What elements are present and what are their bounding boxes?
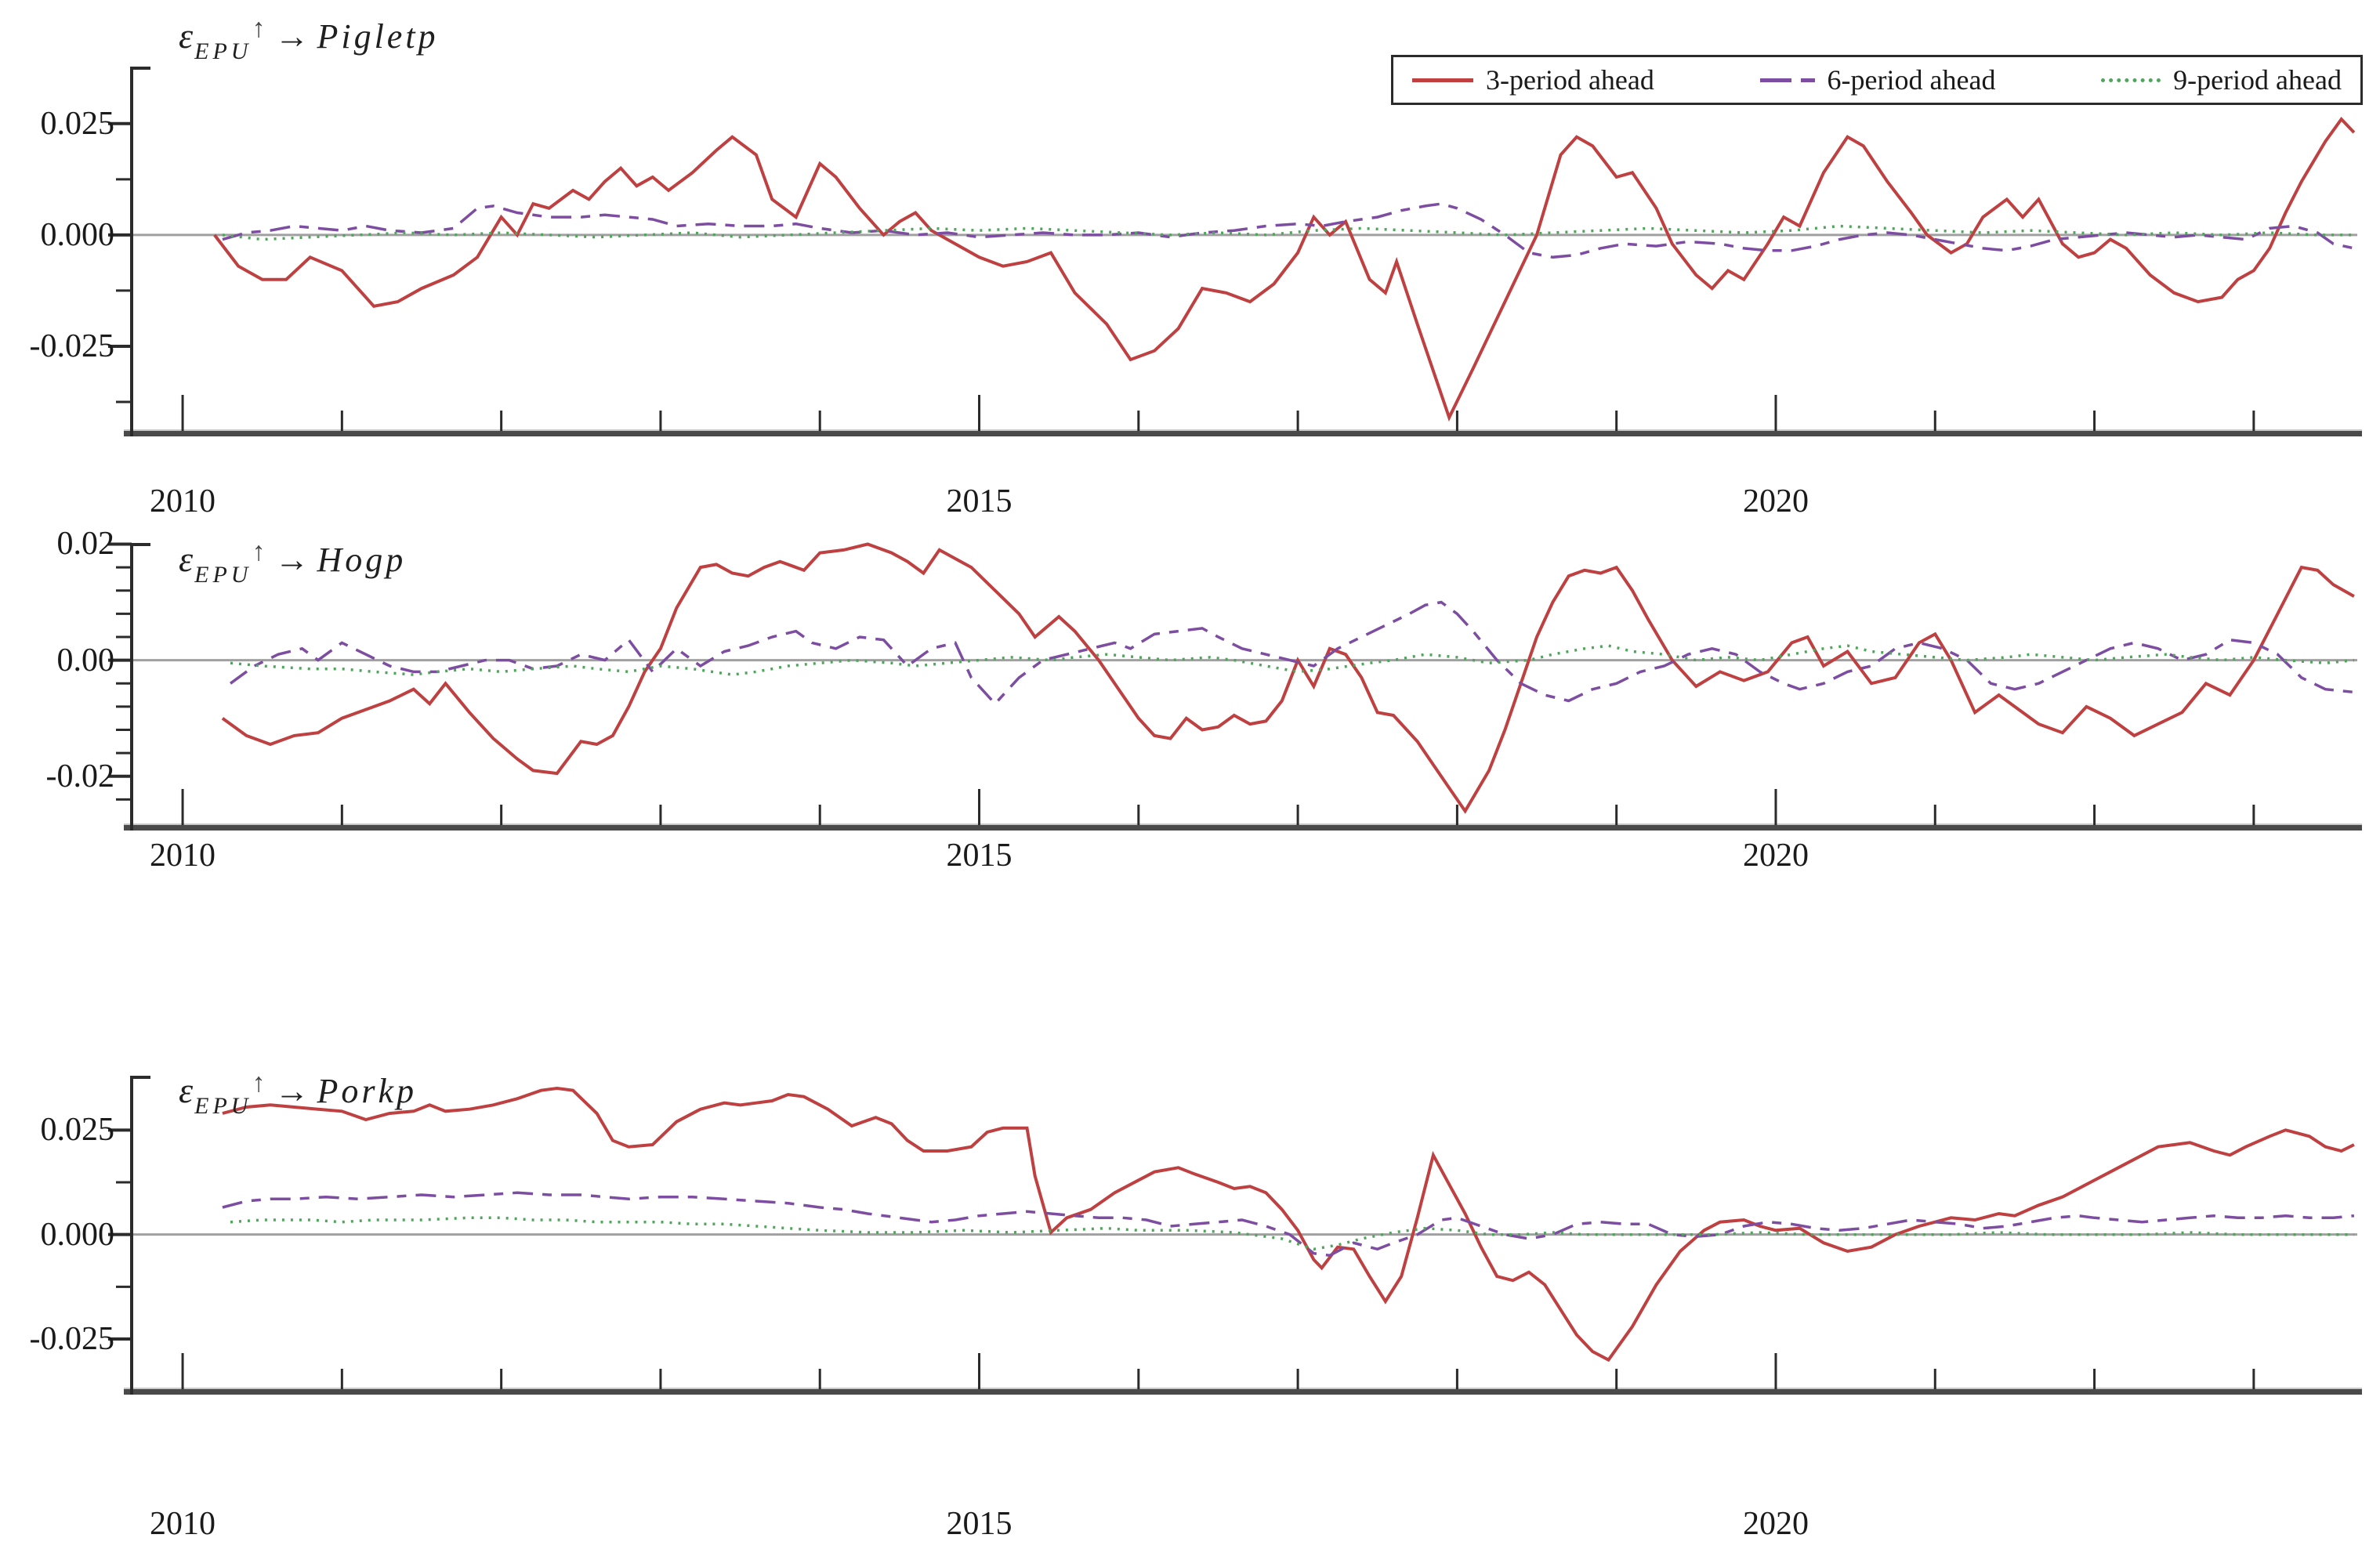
- up-arrow-icon: ↑: [252, 537, 267, 566]
- x-tick-label: 2015: [946, 1506, 1012, 1542]
- y-tick-label: 0.000: [40, 216, 115, 253]
- right-arrow-icon: →: [274, 1072, 311, 1110]
- y-tick-label: 0.025: [40, 105, 115, 142]
- y-tick-label: 0.02: [56, 526, 115, 563]
- y-tick-label: 0.000: [40, 1216, 115, 1253]
- dashed-line-swatch: [1759, 78, 1815, 82]
- epsilon-symbol: ε: [179, 16, 195, 56]
- y-tick-label: -0.025: [29, 1321, 115, 1357]
- series-line-6-period-ahead: [222, 1191, 2355, 1258]
- solid-line-swatch: [1412, 78, 1473, 82]
- legend-item-6-period: 6-period ahead: [1759, 63, 1996, 96]
- shock-subscript: EPU: [194, 1093, 252, 1119]
- y-axis-line: [130, 543, 133, 831]
- panel-title-hogp: εEPU↑ → Hogp: [179, 537, 406, 588]
- panel-title-porkp: εEPU↑ → Porkp: [179, 1069, 417, 1120]
- x-tick-label: 2020: [1742, 483, 1809, 519]
- series-line-9-period-ahead: [222, 224, 2354, 241]
- x-axis-edge: [124, 1388, 2362, 1389]
- y-tick-label: -0.02: [45, 758, 115, 794]
- x-axis-line: [124, 825, 2362, 831]
- shock-subscript: EPU: [194, 562, 252, 588]
- legend-item-9-period: 9-period ahead: [2101, 63, 2342, 96]
- x-axis-line: [124, 431, 2362, 436]
- y-axis-line: [130, 67, 133, 436]
- series-line-3-period-ahead: [221, 542, 2355, 814]
- x-tick-label: 2010: [150, 838, 216, 874]
- x-tick-label: 2010: [150, 1506, 216, 1542]
- y-tick-label: 0.00: [56, 642, 115, 679]
- series-line-6-period-ahead: [222, 202, 2355, 259]
- legend-item-3-period: 3-period ahead: [1412, 63, 1654, 96]
- up-arrow-icon: ↑: [252, 1069, 267, 1098]
- right-arrow-icon: →: [274, 541, 311, 579]
- legend: 3-period ahead 6-period ahead 9-period a…: [1391, 55, 2363, 105]
- y-tick-label: -0.025: [29, 328, 115, 364]
- legend-label: 3-period ahead: [1486, 64, 1654, 96]
- legend-label: 9-period ahead: [2173, 64, 2342, 96]
- x-tick-label: 2015: [946, 838, 1012, 874]
- panel-title-pigletp: εEPU↑ → Pigletp: [179, 14, 439, 65]
- x-tick-label: 2015: [946, 483, 1012, 519]
- up-arrow-icon: ↑: [252, 14, 267, 43]
- series-line-9-period-ahead: [230, 1216, 2354, 1251]
- x-tick-label: 2020: [1742, 838, 1809, 874]
- target-variable: Porkp: [317, 1072, 417, 1110]
- epsilon-symbol: ε: [179, 1070, 195, 1110]
- series-line-3-period-ahead: [222, 1086, 2355, 1363]
- x-axis-line: [124, 1389, 2362, 1395]
- x-tick-label: 2020: [1742, 1506, 1809, 1542]
- dotted-line-swatch: [2101, 78, 2161, 82]
- epsilon-symbol: ε: [179, 539, 195, 579]
- x-tick-label: 2010: [150, 483, 216, 519]
- series-line-6-period-ahead: [229, 600, 2355, 706]
- x-axis-edge: [124, 429, 2362, 431]
- series-line-3-period-ahead: [213, 116, 2356, 422]
- right-arrow-icon: →: [274, 17, 311, 56]
- x-axis-edge: [124, 823, 2362, 825]
- target-variable: Hogp: [317, 541, 407, 579]
- target-variable: Pigletp: [317, 17, 439, 56]
- y-tick-label: 0.025: [40, 1112, 115, 1149]
- shock-subscript: EPU: [194, 38, 252, 64]
- legend-label: 6-period ahead: [1827, 64, 1996, 96]
